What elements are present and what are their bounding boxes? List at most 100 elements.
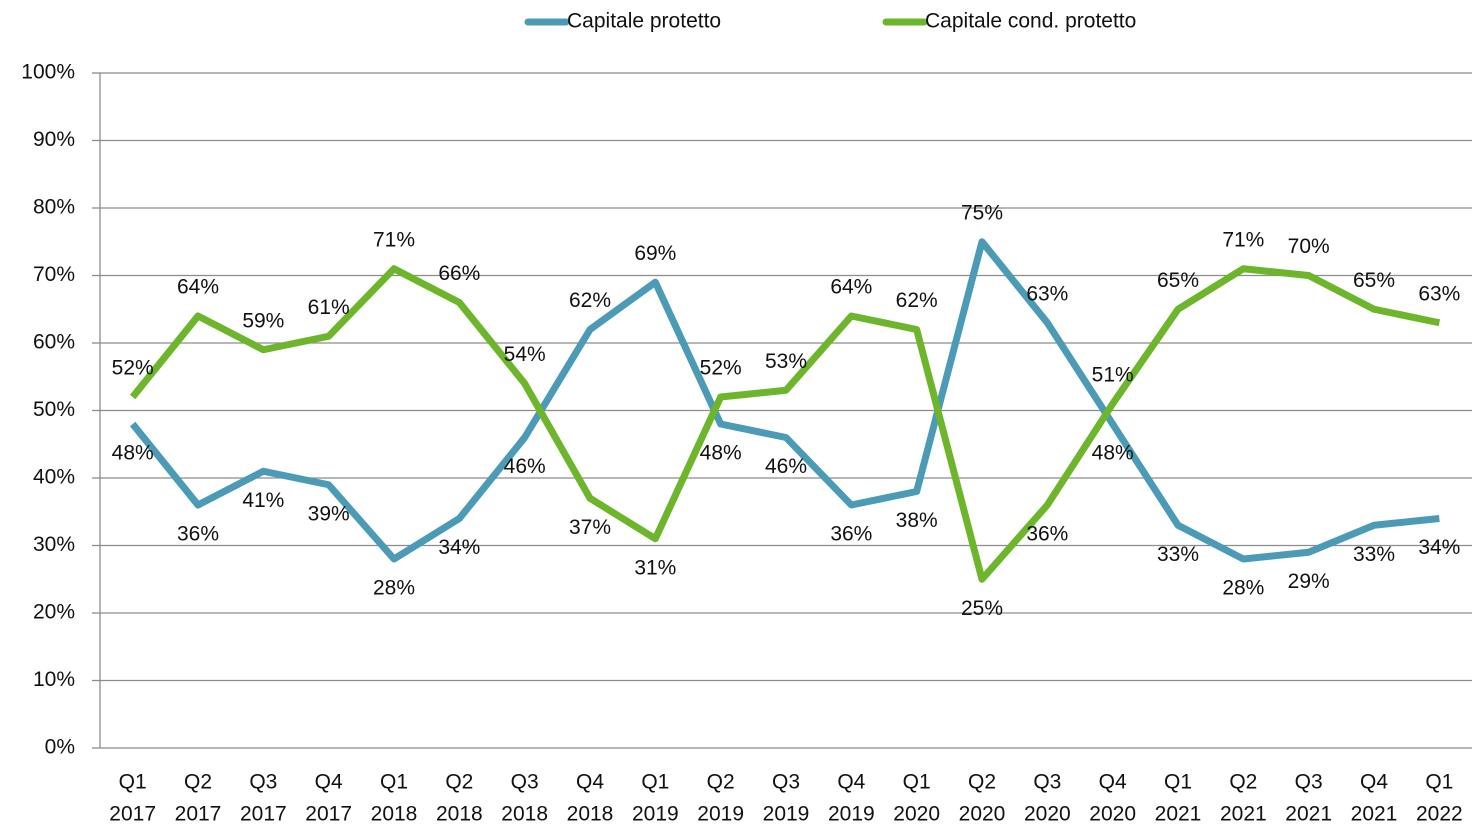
data-label: 69% — [634, 242, 676, 265]
x-tick-label: 2018 — [436, 803, 483, 826]
data-label: 48% — [1092, 442, 1134, 465]
x-tick-label: 2019 — [697, 803, 744, 826]
data-label: 25% — [961, 597, 1003, 620]
data-label: 48% — [700, 442, 742, 465]
x-tick-label: 2017 — [240, 803, 287, 826]
x-tick-label: Q3 — [511, 771, 539, 794]
x-tick-label: Q4 — [837, 771, 865, 794]
x-tick-label: 2017 — [109, 803, 156, 826]
x-tick-label: 2018 — [371, 803, 418, 826]
x-tick-label: Q3 — [249, 771, 277, 794]
x-tick-label: Q1 — [380, 771, 408, 794]
data-label: 52% — [700, 357, 742, 380]
data-label: 31% — [634, 556, 676, 579]
y-tick-label: 20% — [33, 601, 75, 624]
data-label: 29% — [1288, 570, 1330, 593]
data-label: 65% — [1157, 269, 1199, 292]
x-tick-label: Q2 — [445, 771, 473, 794]
y-tick-label: 60% — [33, 331, 75, 354]
x-tick-label: Q3 — [1295, 771, 1323, 794]
x-tick-label: Q1 — [1164, 771, 1192, 794]
data-label: 71% — [1222, 228, 1264, 251]
data-label: 63% — [1418, 282, 1460, 305]
data-label: 46% — [504, 455, 546, 478]
data-label: 66% — [438, 262, 480, 285]
data-label: 64% — [830, 276, 872, 299]
y-tick-label: 40% — [33, 466, 75, 489]
data-label: 54% — [504, 343, 546, 366]
data-label: 62% — [569, 289, 611, 312]
x-tick-label: Q1 — [119, 771, 147, 794]
data-label: 33% — [1157, 543, 1199, 566]
x-tick-label: 2020 — [959, 803, 1006, 826]
data-label: 48% — [112, 442, 154, 465]
data-label: 33% — [1353, 543, 1395, 566]
x-tick-label: 2019 — [828, 803, 875, 826]
data-label: 65% — [1353, 269, 1395, 292]
data-label: 34% — [1418, 536, 1460, 559]
data-label: 28% — [1222, 577, 1264, 600]
data-label: 34% — [438, 536, 480, 559]
series-line — [129, 238, 1440, 563]
data-label: 62% — [896, 289, 938, 312]
x-tick-label: 2022 — [1416, 803, 1463, 826]
data-label: 63% — [1026, 282, 1068, 305]
data-label: 36% — [1026, 523, 1068, 546]
data-label: 52% — [112, 357, 154, 380]
data-label: 71% — [373, 228, 415, 251]
data-label: 41% — [242, 489, 284, 512]
x-tick-label: Q4 — [315, 771, 343, 794]
x-tick-label: Q1 — [903, 771, 931, 794]
x-tick-label: 2020 — [1024, 803, 1071, 826]
x-tick-label: Q2 — [1229, 771, 1257, 794]
data-label: 61% — [308, 296, 350, 319]
data-label: 36% — [177, 523, 219, 546]
y-tick-label: 50% — [33, 398, 75, 421]
x-tick-label: 2018 — [501, 803, 548, 826]
x-tick-label: Q4 — [1360, 771, 1388, 794]
x-tick-label: Q3 — [772, 771, 800, 794]
data-label: 53% — [765, 350, 807, 373]
data-label: 37% — [569, 516, 611, 539]
x-tick-label: 2019 — [632, 803, 679, 826]
x-tick-label: 2017 — [305, 803, 352, 826]
x-tick-label: Q4 — [576, 771, 604, 794]
y-tick-label: 70% — [33, 263, 75, 286]
x-tick-label: 2021 — [1351, 803, 1398, 826]
x-tick-label: Q1 — [1425, 771, 1453, 794]
series-line — [129, 265, 1441, 583]
x-tick-label: 2021 — [1220, 803, 1267, 826]
data-label: 59% — [242, 309, 284, 332]
x-tick-label: 2021 — [1285, 803, 1332, 826]
x-tick-label: Q2 — [707, 771, 735, 794]
x-tick-label: Q2 — [184, 771, 212, 794]
legend-label: Capitale protetto — [567, 10, 721, 33]
data-label: 39% — [308, 502, 350, 525]
y-tick-label: 80% — [33, 196, 75, 219]
x-tick-label: 2017 — [175, 803, 222, 826]
data-label: 64% — [177, 276, 219, 299]
data-label: 38% — [896, 509, 938, 532]
x-tick-label: Q4 — [1099, 771, 1127, 794]
x-tick-label: Q3 — [1033, 771, 1061, 794]
x-tick-label: Q2 — [968, 771, 996, 794]
data-label: 46% — [765, 455, 807, 478]
y-tick-label: 10% — [33, 668, 75, 691]
data-label: 70% — [1288, 235, 1330, 258]
y-tick-label: 0% — [45, 736, 75, 759]
y-tick-label: 100% — [21, 61, 75, 84]
data-label: 28% — [373, 577, 415, 600]
x-tick-label: 2019 — [763, 803, 810, 826]
data-label: 75% — [961, 201, 1003, 224]
x-tick-label: 2018 — [567, 803, 614, 826]
y-tick-label: 90% — [33, 128, 75, 151]
legend-label: Capitale cond. protetto — [925, 10, 1136, 33]
y-tick-label: 30% — [33, 533, 75, 556]
data-label: 36% — [830, 523, 872, 546]
x-tick-label: Q1 — [641, 771, 669, 794]
x-tick-label: 2020 — [1089, 803, 1136, 826]
x-tick-label: 2021 — [1155, 803, 1202, 826]
x-tick-label: 2020 — [893, 803, 940, 826]
data-label: 51% — [1092, 363, 1134, 386]
